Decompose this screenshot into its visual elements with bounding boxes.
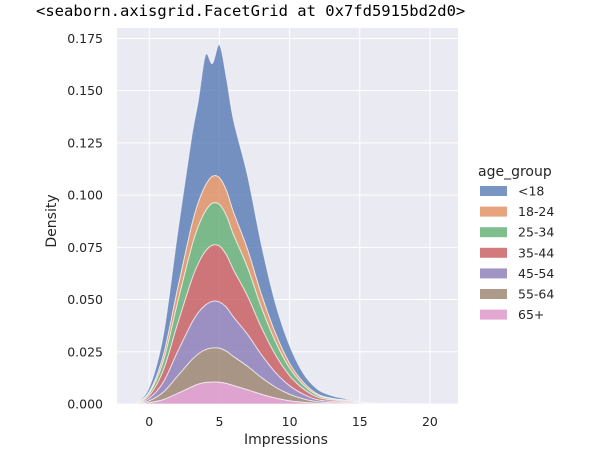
y-tick-label: 0.025 — [67, 344, 103, 359]
x-tick-label: 10 — [282, 414, 298, 429]
legend-swatch — [480, 247, 507, 258]
y-tick-label: 0.000 — [67, 397, 103, 412]
legend-entry: 35-44 — [518, 245, 554, 260]
x-axis-label: Impressions — [244, 432, 328, 448]
legend: age_group <18 18-24 25-34 35-44 45-54 55-64 65… — [478, 164, 554, 322]
area-65+ — [135, 381, 430, 405]
x-tick-label: 5 — [215, 414, 223, 429]
x-tick-labels: 0 5 10 15 20 — [145, 414, 438, 429]
x-tick-label: 0 — [145, 414, 153, 429]
y-tick-labels: 0.000 0.025 0.050 0.075 0.100 0.125 0.150 0.175 — [67, 31, 103, 412]
output-repr-text: <seaborn.axisgrid.FacetGrid at 0x7fd5915… — [36, 2, 466, 20]
y-tick-label: 0.175 — [67, 31, 103, 46]
legend-entry: 45-54 — [518, 266, 554, 281]
legend-swatch — [480, 289, 507, 299]
x-tick-label: 20 — [422, 414, 438, 429]
legend-swatch — [480, 206, 507, 217]
legend-swatch — [480, 186, 507, 196]
stacked-areas — [134, 44, 430, 405]
legend-swatch — [480, 268, 507, 279]
x-tick-label: 15 — [352, 414, 368, 429]
y-tick-label: 0.075 — [67, 240, 103, 255]
y-tick-label: 0.050 — [67, 292, 103, 307]
y-tick-label: 0.125 — [67, 135, 103, 150]
y-tick-label: 0.150 — [67, 83, 103, 98]
legend-entry: 25-34 — [518, 225, 554, 240]
legend-entry: 55-64 — [518, 287, 554, 302]
legend-title: age_group — [478, 164, 552, 180]
y-axis-label: Density — [44, 194, 60, 247]
legend-swatch — [480, 309, 507, 320]
legend-entry: <18 — [518, 184, 544, 199]
legend-entry: 18-24 — [518, 204, 554, 219]
y-tick-label: 0.100 — [67, 188, 103, 203]
legend-swatch — [480, 227, 507, 238]
legend-entry: 65+ — [518, 307, 544, 322]
